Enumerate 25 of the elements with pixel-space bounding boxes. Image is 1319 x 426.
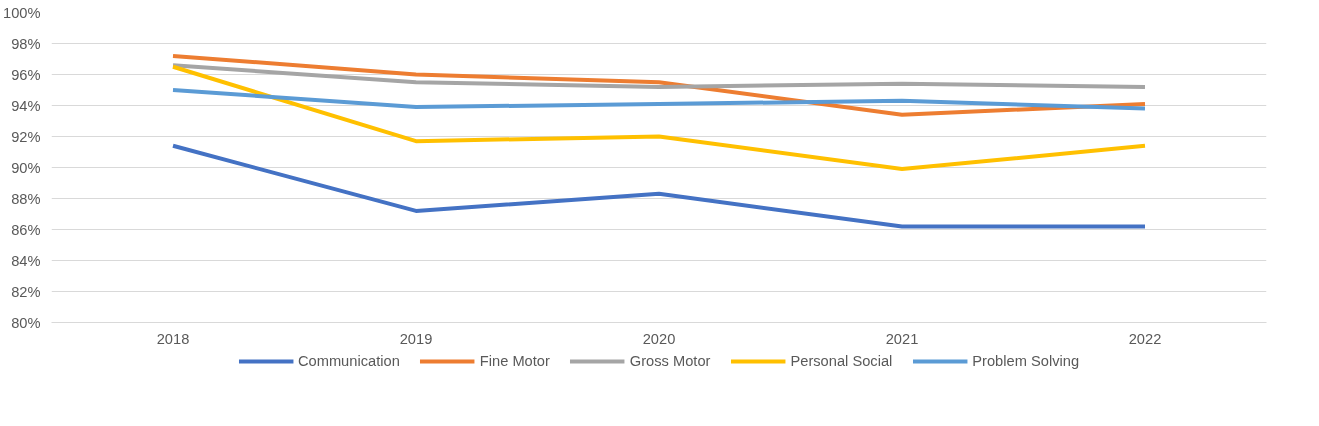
y-tick-label: 92% xyxy=(11,128,41,145)
line-series xyxy=(171,88,1147,111)
y-tick-label: 84% xyxy=(11,252,41,269)
y-tick-label: 96% xyxy=(11,66,41,83)
y-tick-label: 98% xyxy=(11,35,41,52)
x-tick-label: 2022 xyxy=(1128,330,1162,347)
y-tick-label: 88% xyxy=(11,190,41,207)
y-tick-label: 82% xyxy=(11,283,41,300)
x-tick-label: 2018 xyxy=(156,330,190,347)
line-series xyxy=(171,64,1147,172)
y-tick-label: 100% xyxy=(3,4,41,21)
line-series xyxy=(171,143,1147,229)
y-tick-label: 86% xyxy=(11,221,41,238)
x-tick-label: 2021 xyxy=(885,330,919,347)
legend-label: Fine Motor xyxy=(479,353,550,369)
y-tick-label: 90% xyxy=(11,159,41,176)
y-tick-label: 94% xyxy=(11,97,41,114)
x-tick-label: 2020 xyxy=(642,330,676,347)
legend-label: Communication xyxy=(297,353,400,369)
x-tick-label: 2019 xyxy=(399,330,433,347)
legend-label: Gross Motor xyxy=(629,353,711,369)
legend-label: Problem Solving xyxy=(972,353,1080,369)
line-series xyxy=(171,63,1147,89)
legend-label: Personal Social xyxy=(790,353,893,369)
y-tick-label: 80% xyxy=(11,314,41,331)
